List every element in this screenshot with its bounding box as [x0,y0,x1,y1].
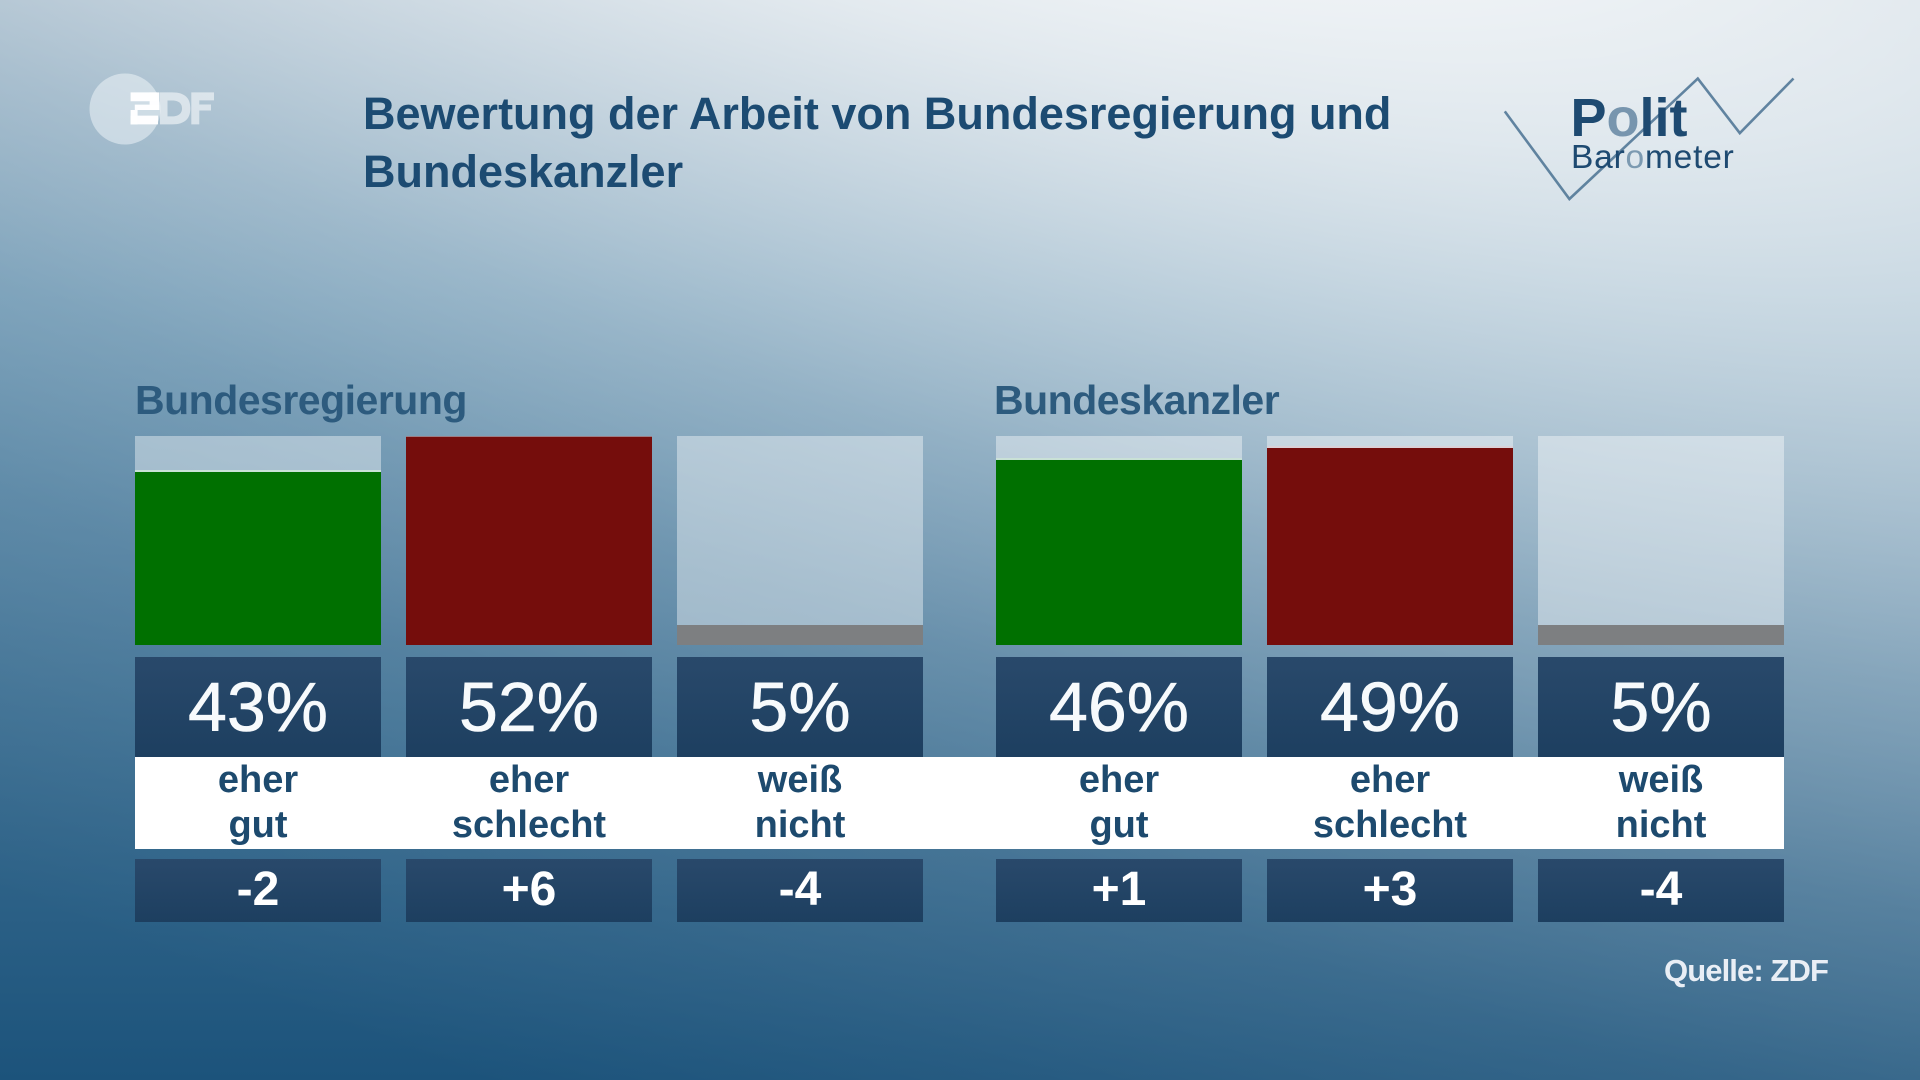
svg-text:Polit: Polit [1571,88,1688,148]
svg-text:Barometer: Barometer [1571,139,1735,176]
